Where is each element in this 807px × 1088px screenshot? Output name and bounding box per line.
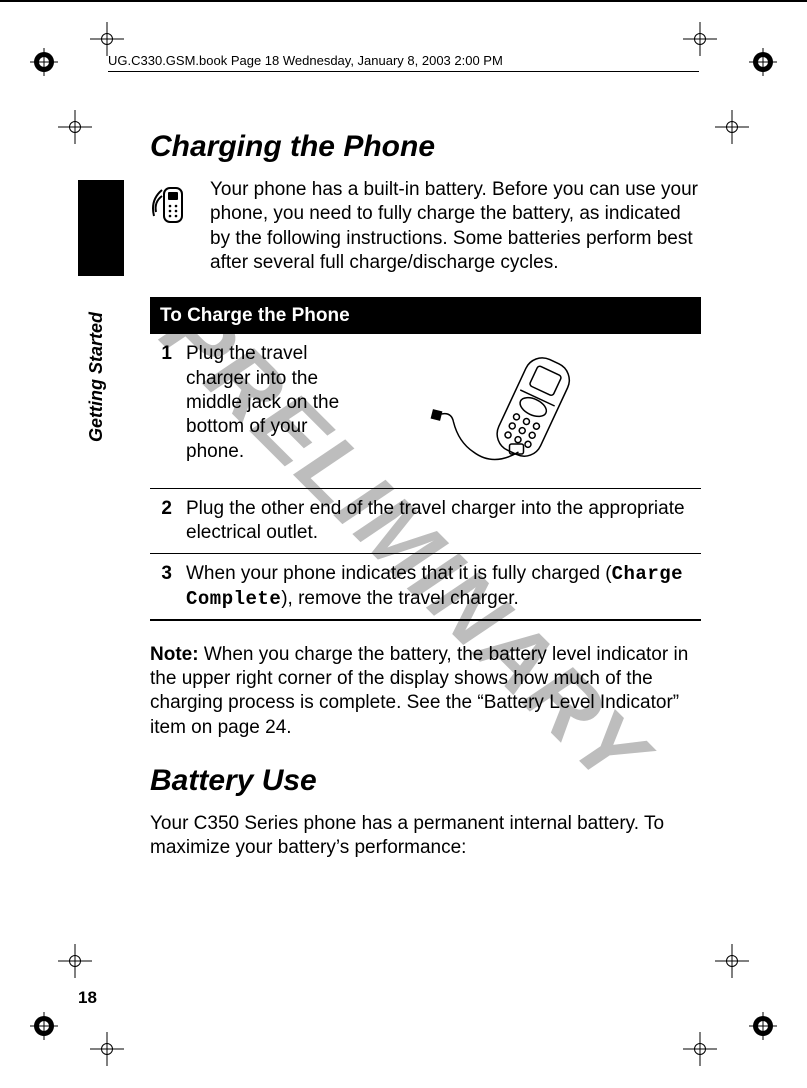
crosshair-icon — [683, 1032, 717, 1066]
section-side-label: Getting Started — [86, 312, 107, 442]
table-header: To Charge the Phone — [150, 299, 701, 333]
registration-mark-icon — [30, 48, 58, 76]
step-text: When your phone indicates that it is ful… — [186, 562, 697, 611]
step-number: 3 — [154, 562, 172, 611]
table-row: 2 Plug the other end of the travel charg… — [150, 488, 701, 554]
note-label: Note: — [150, 644, 199, 665]
crop-border-bottom — [0, 1, 807, 2]
heading-charging: Charging the Phone — [150, 130, 701, 164]
step-text: Plug the travel charger into the middle … — [186, 342, 356, 464]
registration-mark-icon — [749, 48, 777, 76]
table-row: 3 When your phone indicates that it is f… — [150, 553, 701, 619]
table-row: 1 Plug the travel charger into the middl… — [150, 333, 701, 487]
steps-table: To Charge the Phone 1 Plug the travel ch… — [150, 297, 701, 621]
page-number: 18 — [78, 988, 97, 1008]
step-number: 2 — [154, 497, 172, 546]
heading-battery: Battery Use — [150, 764, 701, 798]
note-paragraph: Note: When you charge the battery, the b… — [150, 643, 701, 740]
note-text: When you charge the battery, the battery… — [150, 644, 688, 738]
step-text-post: ), remove the travel charger. — [281, 588, 519, 609]
registration-mark-icon — [30, 1012, 58, 1040]
section-tab — [78, 180, 124, 276]
step-text: Plug the other end of the travel charger… — [186, 497, 697, 546]
document-header: UG.C330.GSM.book Page 18 Wednesday, Janu… — [108, 53, 699, 72]
phone-charger-illustration — [370, 342, 697, 479]
page-content: Getting Started Charging the Phone — [78, 130, 729, 1008]
phone-icon — [150, 182, 196, 228]
step-number: 1 — [154, 342, 172, 366]
intro-paragraph: Your phone has a built-in battery. Befor… — [210, 178, 701, 275]
step-text-pre: When your phone indicates that it is ful… — [186, 563, 612, 584]
crosshair-icon — [90, 22, 124, 56]
registration-mark-icon — [749, 1012, 777, 1040]
battery-intro: Your C350 Series phone has a permanent i… — [150, 812, 701, 861]
crosshair-icon — [90, 1032, 124, 1066]
crosshair-icon — [683, 22, 717, 56]
